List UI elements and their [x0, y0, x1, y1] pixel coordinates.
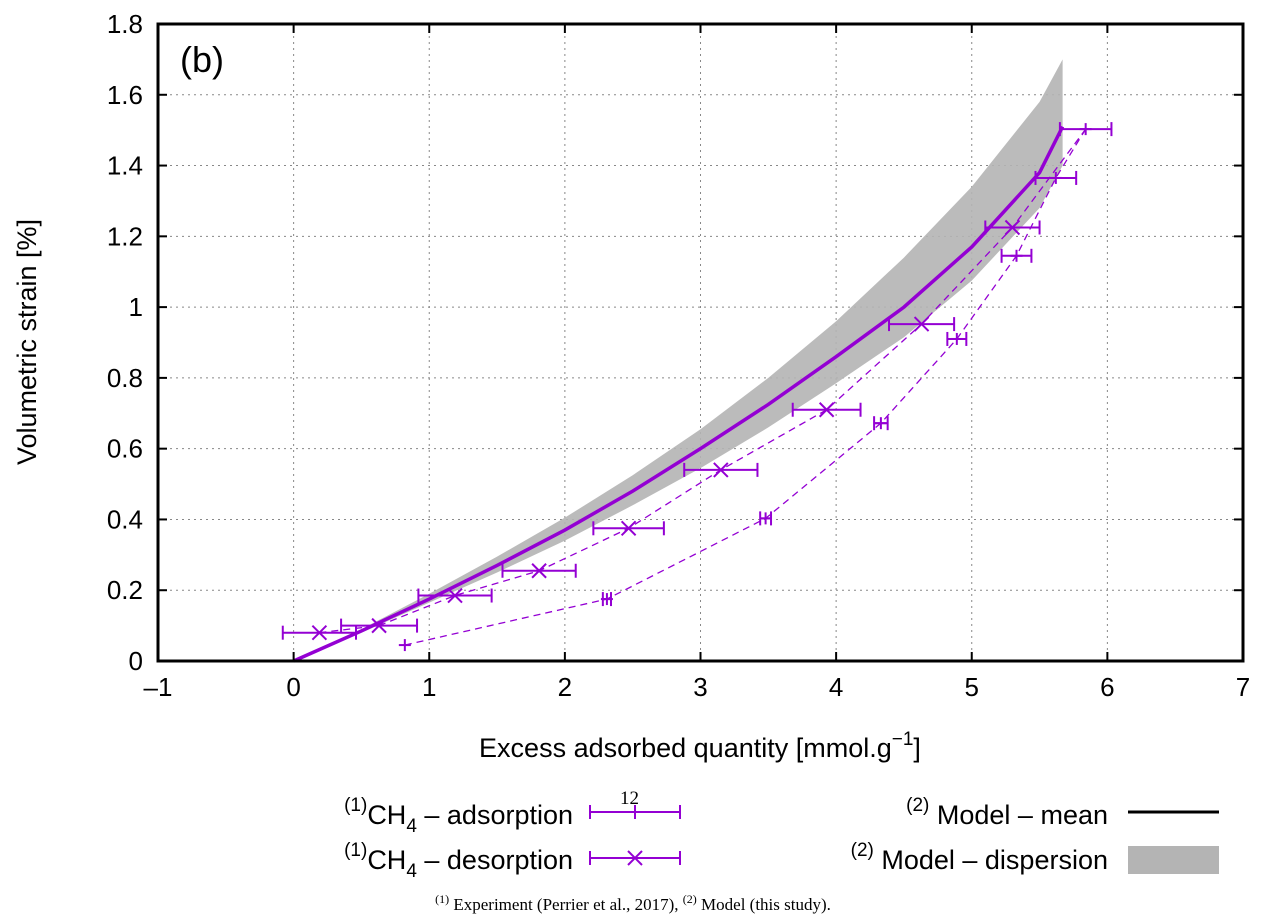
desorption-connector-line — [319, 128, 1087, 634]
legend-item-desorption: (1)CH4 – desorption — [344, 840, 681, 882]
legend-item-adsorption: (1)CH4 – adsorption — [344, 795, 681, 837]
y-tick-label: 1.2 — [107, 221, 143, 251]
legend-item-model-mean: (2) Model – mean — [906, 795, 1219, 830]
footnote: (1) Experiment (Perrier et al., 2017), (… — [435, 892, 831, 914]
cross-marker — [1004, 219, 1021, 236]
adsorption-point — [398, 639, 411, 652]
dispersion-area — [293, 59, 1063, 661]
adsorption-point — [759, 511, 773, 526]
cross-marker — [371, 617, 387, 634]
adsorption-dashed-curve — [404, 128, 1087, 646]
x-tick-label: 7 — [1236, 672, 1250, 702]
desorption-dashed-curve — [319, 128, 1087, 634]
tick-labels: –1 0 1 2 3 4 5 6 700.20.40.60.811.21.41.61.8 — [107, 9, 1250, 702]
cross-marker — [713, 462, 729, 478]
model-mean-line — [292, 125, 1065, 663]
cross-marker — [913, 316, 930, 332]
adsorption-point — [1034, 170, 1078, 185]
cross-marker — [620, 520, 637, 536]
y-tick-label: 0.4 — [107, 504, 143, 534]
desorption-point — [791, 402, 862, 418]
desorption-points — [281, 219, 1041, 641]
cross-marker — [447, 587, 463, 604]
desorption-point — [340, 617, 419, 634]
x-axis-label: Excess adsorbed quantity [mmol.g−1] — [479, 729, 921, 763]
x-tick-label: 4 — [829, 672, 843, 702]
desorption-point — [683, 462, 759, 478]
adsorption-point — [1058, 122, 1113, 137]
y-tick-label: 0 — [129, 646, 143, 676]
legend-label-model-mean: (2) Model – mean — [906, 795, 1108, 830]
cross-marker — [818, 402, 835, 418]
model-mean-curve — [292, 125, 1065, 663]
stray-label: 12 — [620, 788, 639, 809]
x-tick-label: –1 — [144, 672, 173, 702]
y-tick-label: 1 — [129, 292, 143, 322]
desorption-point — [888, 316, 956, 332]
dispersion-band — [293, 59, 1063, 661]
x-tick-label: 6 — [1100, 672, 1114, 702]
adsorption-point — [946, 331, 968, 346]
legend-label-desorption: (1)CH4 – desorption — [344, 840, 573, 882]
adsorption-point — [873, 416, 889, 431]
panel-label: (b) — [180, 39, 224, 80]
axis-ticks — [157, 23, 1244, 662]
legend-sample-desorption — [589, 850, 681, 866]
y-tick-label: 0.8 — [107, 363, 143, 393]
adsorption-connector-line — [404, 128, 1087, 646]
grid-lines — [158, 24, 1243, 661]
y-tick-label: 0.2 — [107, 575, 143, 605]
x-tick-label: 2 — [558, 672, 572, 702]
legend-sample-adsorption — [589, 805, 681, 819]
y-axis-label: Volumetric strain [%] — [12, 219, 42, 465]
desorption-point — [417, 587, 493, 604]
y-tick-label: 1.6 — [107, 80, 143, 110]
y-tick-label: 1.8 — [107, 9, 143, 39]
cross-marker — [311, 624, 328, 641]
adsorption-points — [398, 122, 1113, 652]
adsorption-point — [1000, 248, 1033, 263]
x-tick-label: 1 — [422, 672, 436, 702]
desorption-point — [281, 624, 358, 641]
y-tick-label: 1.4 — [107, 151, 143, 181]
x-tick-label: 0 — [286, 672, 300, 702]
legend-item-model-dispersion: (2) Model – dispersion — [851, 840, 1219, 875]
x-tick-label: 3 — [693, 672, 707, 702]
legend-sample-model-dispersion — [1128, 846, 1219, 874]
legend-label-adsorption: (1)CH4 – adsorption — [344, 795, 573, 837]
x-tick-label: 5 — [965, 672, 979, 702]
y-tick-label: 0.6 — [107, 434, 143, 464]
desorption-point — [592, 520, 665, 536]
adsorption-point — [600, 592, 613, 607]
cross-marker — [531, 563, 547, 579]
legend-label-model-dispersion: (2) Model – dispersion — [851, 840, 1108, 875]
desorption-point — [501, 563, 577, 579]
legend: (1)CH4 – adsorption 12 (1)CH4 – desorpti… — [344, 788, 1219, 882]
desorption-point — [984, 219, 1041, 236]
legend-cross-marker — [627, 850, 643, 866]
